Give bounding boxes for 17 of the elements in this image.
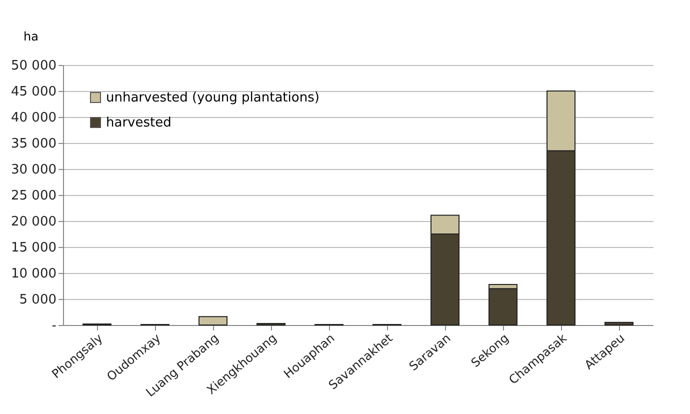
y-tick-label: 5 000	[19, 292, 56, 308]
y-tick-label: 20 000	[11, 214, 56, 230]
y-tick-label: 15 000	[11, 240, 56, 256]
y-tick-label: 30 000	[11, 162, 56, 178]
y-tick-label: 35 000	[11, 136, 56, 152]
y-tick-label: 50 000	[11, 58, 56, 74]
y-axis-title: ha	[24, 30, 38, 44]
legend-label: unharvested (young plantations)	[106, 90, 320, 106]
legend-label: harvested	[106, 116, 172, 130]
bar	[604, 322, 634, 326]
y-tick-label: 25 000	[11, 188, 56, 204]
bar	[198, 316, 228, 326]
bar	[488, 288, 518, 326]
y-tick-label: 45 000	[11, 84, 56, 100]
y-tick-label: -	[52, 318, 57, 334]
y-tick-label: 10 000	[11, 266, 56, 282]
y-tick-label: 40 000	[11, 110, 56, 126]
